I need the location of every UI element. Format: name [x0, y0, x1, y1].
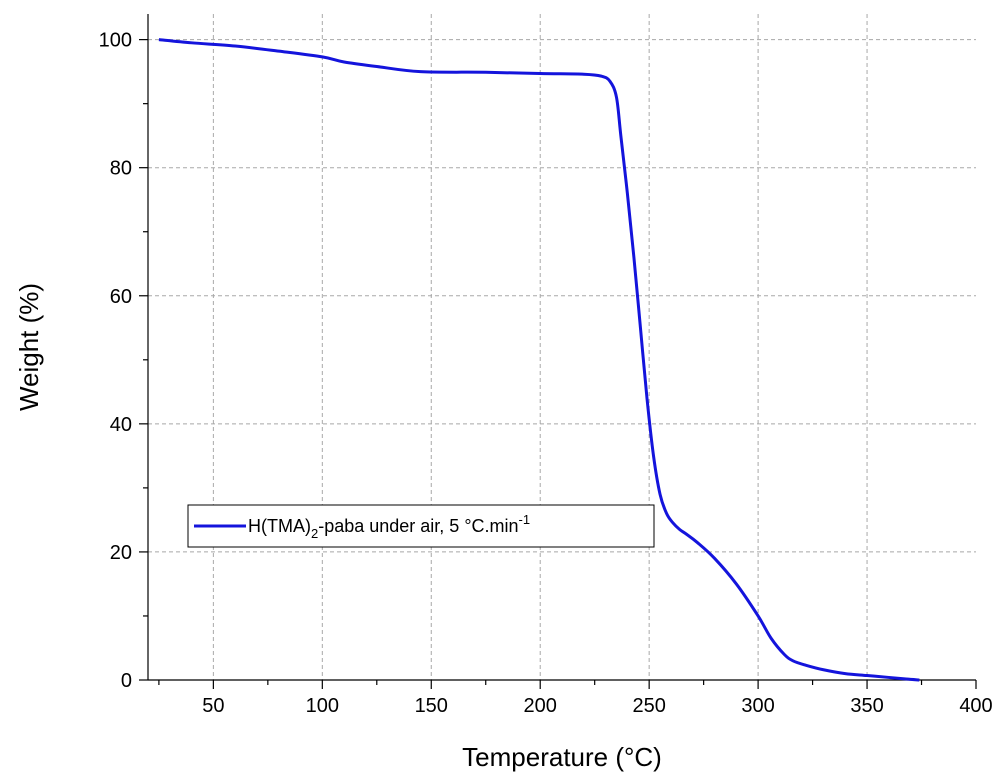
y-tick-label: 100	[99, 30, 132, 52]
y-tick-label: 40	[110, 414, 132, 436]
y-axis-title: Weight (%)	[14, 283, 44, 411]
legend-label: H(TMA)2-paba under air, 5 °C.min-1	[248, 512, 530, 541]
y-tick-label: 60	[110, 286, 132, 308]
x-tick-label: 50	[202, 695, 224, 717]
series-line	[158, 38, 920, 682]
y-tick-label: 20	[110, 542, 132, 564]
x-tick-label: 250	[632, 695, 665, 717]
x-tick-label: 400	[959, 695, 992, 717]
axes: 50 100 150 200 250 300 350 400 0 20 40 60 80 100	[99, 14, 993, 717]
x-tick-label: 100	[306, 695, 339, 717]
grid	[148, 14, 976, 680]
y-tick-label: 0	[121, 670, 132, 692]
x-tick-label: 200	[524, 695, 557, 717]
legend-box	[187, 504, 655, 548]
series-layer	[158, 38, 920, 682]
x-tick-label: 150	[415, 695, 448, 717]
x-tick-label: 350	[850, 695, 883, 717]
x-tick-label: 300	[741, 695, 774, 717]
y-tick-label: 80	[110, 158, 132, 180]
x-axis-title: Temperature (°C)	[462, 742, 662, 772]
legend: H(TMA)2-paba under air, 5 °C.min-1	[187, 504, 655, 548]
